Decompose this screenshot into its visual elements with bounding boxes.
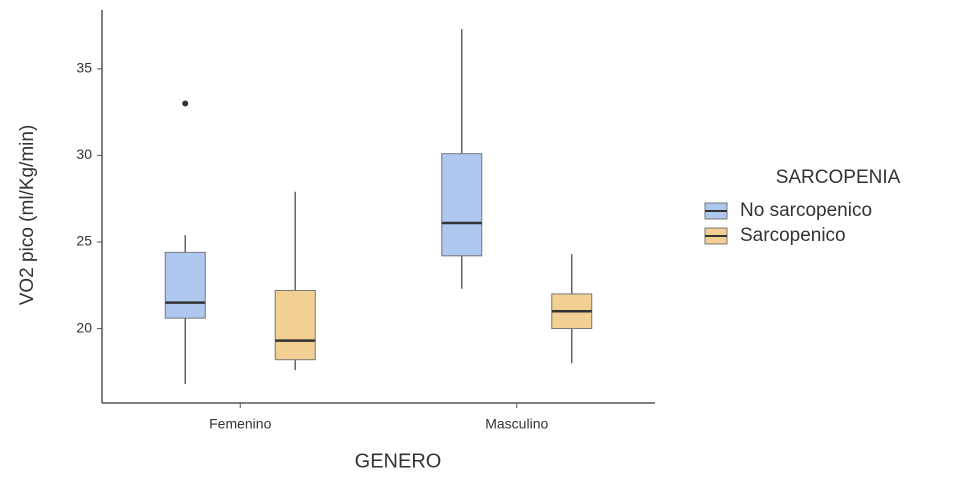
box: [274, 289, 316, 361]
legend-label: No sarcopenico: [740, 200, 872, 221]
y-tick-label: 20: [76, 319, 92, 335]
y-tick-label: 35: [76, 60, 92, 76]
y-tick-label: 25: [76, 233, 92, 249]
x-axis-title: GENERO: [355, 450, 442, 472]
y-tick-label: 30: [76, 146, 92, 162]
legend-title: SARCOPENIA: [776, 167, 901, 188]
legend-label: Sarcopenico: [740, 225, 846, 246]
outlier: [182, 100, 189, 107]
box: [441, 153, 483, 257]
box: [164, 251, 206, 319]
x-tick-label: Femenino: [209, 416, 271, 432]
y-axis-title: VO2 pico (ml/Kg/min): [17, 125, 38, 306]
x-tick-label: Masculino: [485, 416, 548, 432]
